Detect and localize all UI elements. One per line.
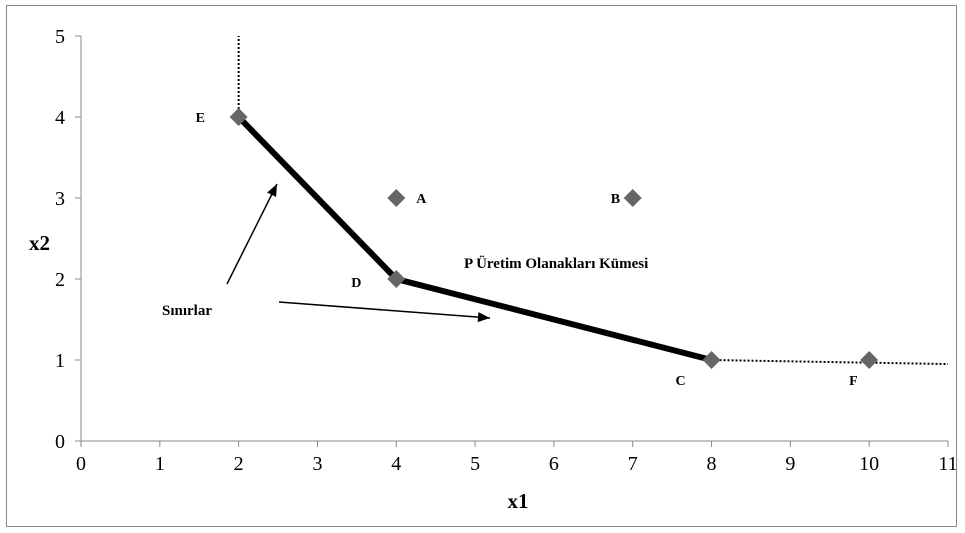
chart-frame: [6, 5, 957, 527]
y-tick-label: 4: [55, 107, 65, 129]
frontier-polyline: [236, 114, 713, 363]
point-marker-b: [623, 189, 642, 207]
x-tick-label: 5: [470, 453, 480, 475]
point-labels: E A B D C F: [196, 111, 858, 389]
point-marker-a: [387, 189, 406, 207]
point-label-b: B: [611, 192, 620, 207]
x-tick-label: 3: [312, 453, 322, 475]
arrow-to-lower-boundary-shaft: [278, 301, 491, 319]
axes: [75, 35, 949, 447]
arrow-to-upper-boundary-head: [267, 184, 277, 197]
y-tick-label: 0: [55, 431, 65, 453]
frontier-line: [236, 114, 713, 363]
x-axis-title: x1: [508, 489, 529, 513]
point-label-e: E: [196, 111, 205, 126]
frontier-extension: [711, 359, 949, 366]
arrow-to-upper-boundary-shaft: [226, 183, 278, 285]
point-label-a: A: [416, 192, 427, 207]
tick-labels: 0 1 2 3 4 5 6 7 8 9 10 11 0 1 2 3 4 5: [55, 26, 958, 475]
y-tick-label: 2: [55, 269, 65, 291]
arrow-to-lower-boundary-head: [477, 312, 490, 323]
region-label: P Üretim Olanakları Kümesi: [464, 255, 648, 272]
x-tick-label: 1: [155, 453, 165, 475]
data-points: [229, 108, 879, 369]
frontier-extensions: [237, 36, 949, 366]
boundary-label: Sınırlar: [162, 303, 212, 319]
x-tick-label: 0: [76, 453, 86, 475]
point-label-d: D: [351, 276, 361, 291]
x-tick-label: 9: [785, 453, 795, 475]
x-tick-label: 2: [234, 453, 244, 475]
point-label-f: F: [849, 374, 858, 389]
annotation-arrows: [226, 183, 491, 323]
y-tick-label: 1: [55, 350, 65, 372]
point-marker-d: [387, 270, 406, 288]
y-axis-title: x2: [29, 231, 50, 255]
x-tick-label: 8: [707, 453, 717, 475]
y-tick-label: 3: [55, 188, 65, 210]
point-marker-c: [702, 351, 721, 369]
x-tick-label: 7: [628, 453, 638, 475]
point-label-c: C: [676, 374, 686, 389]
x-tick-label: 10: [859, 453, 879, 475]
x-tick-label: 6: [549, 453, 559, 475]
y-tick-label: 5: [55, 26, 65, 48]
point-marker-f: [860, 351, 879, 369]
x-tick-label: 4: [391, 453, 401, 475]
point-marker-e: [229, 108, 248, 126]
x-tick-label: 11: [938, 453, 957, 475]
